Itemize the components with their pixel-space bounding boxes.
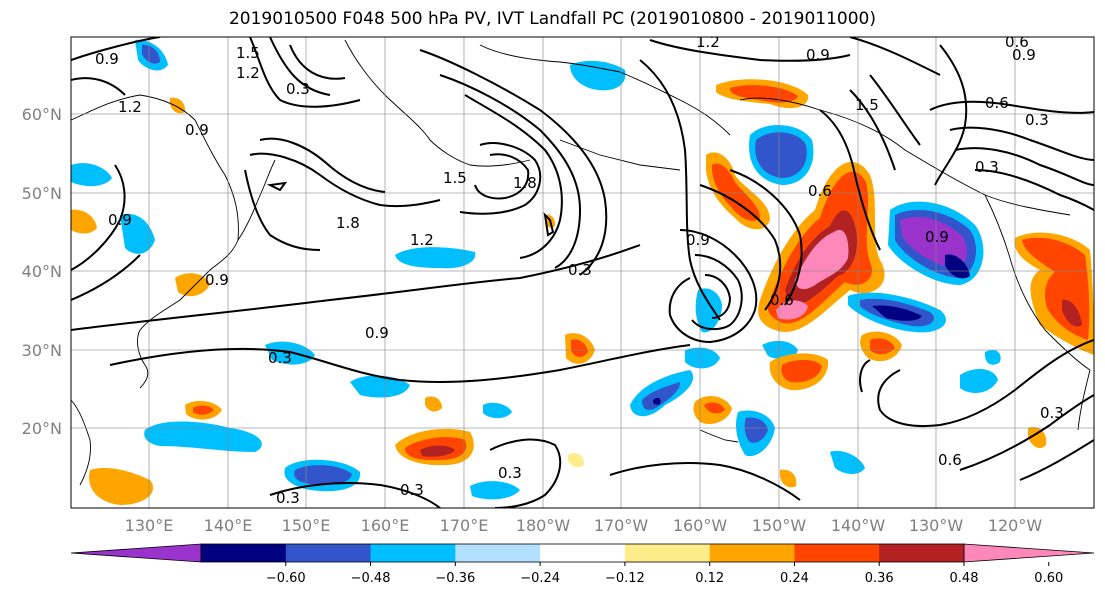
contour-label: 0.6 bbox=[1005, 33, 1029, 51]
colorbar-tick-label: 0.60 bbox=[1034, 571, 1063, 586]
contour-labels: 0.9 0.6 1.2 1.5 0.3 1.8 1.5 1.8 1.2 0.3 … bbox=[95, 33, 1064, 507]
longitude-labels: 130°E 140°E 150°E 160°E 170°E 180°W 170°… bbox=[125, 516, 1043, 535]
colorbar-frame bbox=[200, 543, 965, 563]
contour-label: 0.3 bbox=[276, 489, 300, 507]
contour-label: 1.8 bbox=[336, 214, 360, 232]
colorbar-tick-label: 0.36 bbox=[865, 571, 894, 586]
contour-label: 0.9 bbox=[925, 228, 949, 246]
contour-label: 1.2 bbox=[696, 33, 720, 51]
pv-contours bbox=[71, 37, 1094, 508]
colorbar-extend-min bbox=[70, 543, 202, 563]
contour-label: 1.8 bbox=[513, 174, 537, 192]
map-title: 2019010500 F048 500 hPa PV, IVT Landfall… bbox=[228, 9, 876, 29]
colorbar-segment bbox=[624, 544, 711, 562]
map-plot-area: 0.9 0.6 1.2 1.5 0.3 1.8 1.5 1.8 1.2 0.3 … bbox=[71, 33, 1094, 508]
contour-label: 0.3 bbox=[1025, 111, 1049, 129]
lon-label: 130°E bbox=[125, 516, 174, 535]
contour-label: 0.3 bbox=[498, 464, 522, 482]
lon-label: 140°W bbox=[831, 516, 886, 535]
contour-label: 0.9 bbox=[806, 46, 830, 64]
contour-label: 1.2 bbox=[118, 98, 142, 116]
colorbar-segment bbox=[455, 544, 541, 562]
contour-label: 0.9 bbox=[365, 324, 389, 342]
contour-label: 0.3 bbox=[975, 158, 999, 176]
contour-label: 1.2 bbox=[236, 64, 260, 82]
contour-label: 0.3 bbox=[268, 349, 292, 367]
contour-label: 0.9 bbox=[108, 211, 132, 229]
lon-label: 180°W bbox=[516, 516, 571, 535]
colorbar-segment bbox=[709, 544, 795, 562]
contour-label: 0.3 bbox=[400, 481, 424, 499]
contour-label: 0.9 bbox=[205, 271, 229, 289]
contour-label: 0.9 bbox=[1012, 46, 1036, 64]
lon-label: 150°W bbox=[752, 516, 807, 535]
lon-label: 150°E bbox=[282, 516, 331, 535]
colorbar-tick-label: 0.12 bbox=[695, 571, 724, 586]
colorbar-tick-label: −0.24 bbox=[520, 571, 560, 586]
contour-label: 0.6 bbox=[770, 291, 794, 309]
contour-label: 0.3 bbox=[1040, 404, 1064, 422]
colorbar-tick-label: −0.60 bbox=[266, 571, 306, 586]
lon-label: 170°W bbox=[594, 516, 649, 535]
contour-label: 0.3 bbox=[286, 80, 310, 98]
lon-label: 140°E bbox=[204, 516, 253, 535]
contour-label: 0.6 bbox=[985, 94, 1009, 112]
graticule bbox=[71, 37, 1094, 508]
lat-label: 60°N bbox=[22, 105, 62, 124]
lat-label: 20°N bbox=[22, 419, 62, 438]
colorbar-segment bbox=[201, 544, 287, 562]
lon-label: 160°E bbox=[361, 516, 410, 535]
coastlines bbox=[71, 39, 1091, 486]
colorbar-tick-label: 0.48 bbox=[950, 571, 979, 586]
colorbar-extend-max bbox=[963, 543, 1095, 563]
ivt-shading bbox=[71, 39, 1094, 505]
lon-label: 170°E bbox=[440, 516, 489, 535]
colorbar-segment bbox=[794, 544, 880, 562]
contour-label: 0.6 bbox=[938, 451, 962, 469]
contour-label: 0.9 bbox=[686, 231, 710, 249]
contour-label: 1.5 bbox=[855, 96, 879, 114]
lat-label: 50°N bbox=[22, 184, 62, 203]
latitude-labels: 60°N 50°N 40°N 30°N 20°N bbox=[22, 105, 62, 438]
lon-label: 160°W bbox=[673, 516, 728, 535]
contour-label: 0.9 bbox=[95, 50, 119, 68]
colorbar-tick-label: −0.48 bbox=[351, 571, 391, 586]
contour-label: 0.6 bbox=[808, 182, 832, 200]
contour-label: 1.5 bbox=[443, 169, 467, 187]
lon-label: 130°W bbox=[909, 516, 964, 535]
contour-label: 0.9 bbox=[185, 121, 209, 139]
colorbar-segment bbox=[540, 544, 626, 562]
colorbar: −0.60 −0.48 −0.36 −0.24 −0.12 0.12 0.24 0.36 0.4… bbox=[70, 543, 1095, 586]
colorbar-segment bbox=[370, 544, 456, 562]
contour-label: 1.5 bbox=[236, 44, 260, 62]
colorbar-segment bbox=[285, 544, 372, 562]
contour-label: 0.3 bbox=[568, 261, 592, 279]
colorbar-segment bbox=[879, 544, 965, 562]
lat-label: 40°N bbox=[22, 262, 62, 281]
colorbar-tick-label: 0.24 bbox=[780, 571, 809, 586]
contour-label: 1.2 bbox=[410, 231, 434, 249]
map-frame bbox=[70, 36, 1095, 509]
colorbar-tick-label: −0.36 bbox=[435, 571, 475, 586]
lat-label: 30°N bbox=[22, 341, 62, 360]
lon-label: 120°W bbox=[988, 516, 1043, 535]
colorbar-tick-label: −0.12 bbox=[605, 571, 645, 586]
